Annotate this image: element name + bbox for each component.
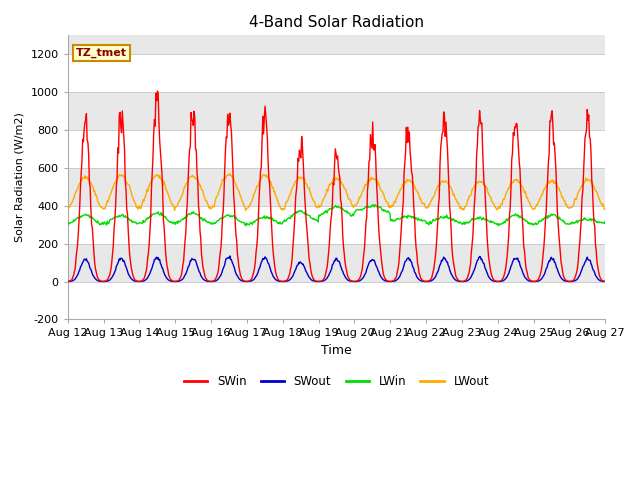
Bar (68, 282, 605, 319)
LWout (212, 194, 220, 200)
LWin (403, 215, 411, 221)
LWout (184, 178, 192, 183)
SWout (64, 278, 72, 284)
LWout (64, 207, 72, 213)
Bar (68, 92, 605, 130)
SWin (154, 88, 161, 94)
LWin (242, 223, 250, 228)
LWout (171, 207, 179, 213)
LWin (369, 202, 376, 207)
SWout (212, 278, 220, 284)
LWin (602, 219, 609, 225)
X-axis label: Time: Time (321, 344, 352, 357)
SWout (419, 278, 427, 284)
SWin (184, 178, 192, 184)
Bar (68, 244, 605, 282)
LWin (419, 217, 427, 223)
SWout (403, 256, 411, 262)
LWout (403, 177, 411, 182)
SWin (212, 274, 220, 280)
LWout (226, 171, 234, 177)
Line: LWout: LWout (68, 174, 605, 210)
LWout (129, 194, 136, 200)
Line: LWin: LWin (68, 204, 605, 226)
SWin (419, 277, 427, 283)
SWin (64, 278, 72, 284)
SWout (184, 267, 191, 273)
Bar (68, 206, 605, 244)
SWin (74, 243, 81, 249)
Bar (68, 54, 605, 92)
SWout (226, 253, 234, 259)
Bar (68, 36, 605, 54)
LWout (602, 206, 609, 212)
SWin (403, 140, 411, 145)
SWin (129, 272, 136, 277)
SWin (602, 278, 609, 284)
Y-axis label: Solar Radiation (W/m2): Solar Radiation (W/m2) (15, 112, 25, 242)
Legend: SWin, SWout, LWin, LWout: SWin, SWout, LWin, LWout (179, 371, 494, 393)
Bar (68, 168, 605, 206)
Line: SWout: SWout (68, 256, 605, 281)
SWout (279, 278, 287, 284)
LWin (212, 219, 220, 225)
SWin (314, 278, 322, 284)
Title: 4-Band Solar Radiation: 4-Band Solar Radiation (249, 15, 424, 30)
LWin (184, 213, 191, 219)
Text: TZ_tmet: TZ_tmet (76, 48, 127, 59)
Bar (68, 130, 605, 168)
Line: SWin: SWin (68, 91, 605, 281)
LWin (74, 215, 81, 221)
LWout (419, 201, 427, 206)
LWout (74, 187, 81, 193)
SWout (602, 278, 609, 284)
LWin (64, 221, 72, 227)
SWout (129, 277, 136, 283)
LWin (129, 218, 136, 224)
SWout (74, 273, 81, 278)
